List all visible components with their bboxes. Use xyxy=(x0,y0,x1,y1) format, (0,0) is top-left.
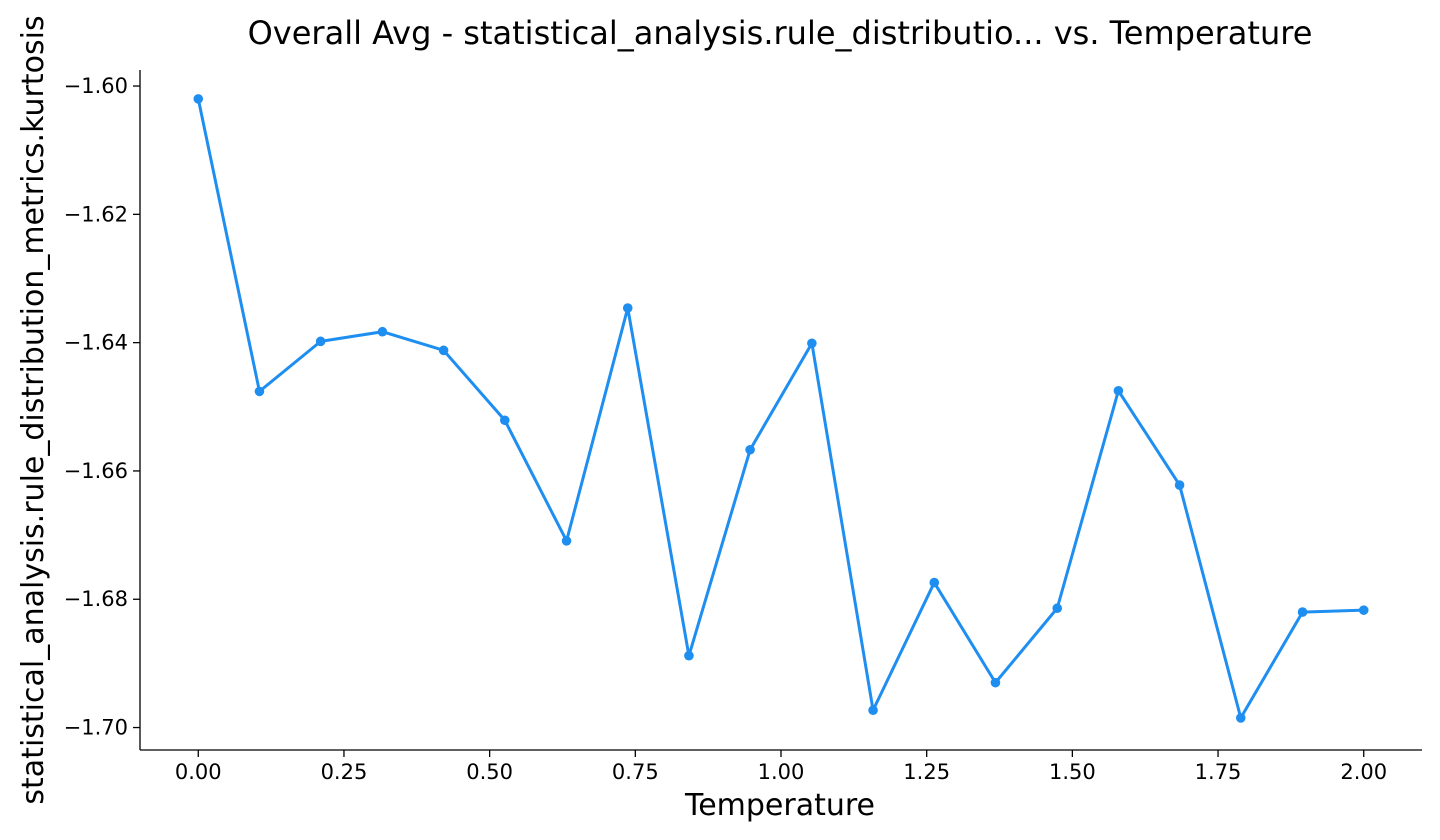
x-tick-label: 1.75 xyxy=(1195,760,1242,784)
data-point xyxy=(1297,607,1308,617)
data-point xyxy=(438,345,449,356)
data-point xyxy=(254,386,265,397)
data-point xyxy=(745,444,755,455)
y-tick-label: −1.70 xyxy=(64,716,128,740)
x-axis-ticks: 0.00 0.25 0.50 0.75 1.00 1.25 1.50 1.75 2.00 xyxy=(175,750,1387,784)
y-tick-label: −1.60 xyxy=(64,74,128,98)
data-point xyxy=(929,577,940,588)
series-layer xyxy=(193,94,1369,723)
y-tick-label: −1.64 xyxy=(64,331,128,355)
data-point xyxy=(990,677,1001,688)
x-tick-label: 1.00 xyxy=(758,760,805,784)
data-point xyxy=(684,650,694,661)
data-point xyxy=(1235,713,1246,723)
data-point xyxy=(561,536,572,546)
data-point xyxy=(868,705,878,716)
data-point xyxy=(622,303,633,313)
x-tick-label: 0.50 xyxy=(466,760,513,784)
x-tick-label: 0.75 xyxy=(612,760,659,784)
data-point xyxy=(1174,480,1185,490)
x-tick-label: 0.25 xyxy=(321,760,368,784)
data-point xyxy=(1358,605,1369,615)
x-tick-label: 1.50 xyxy=(1049,760,1096,784)
y-tick-label: −1.62 xyxy=(64,202,128,226)
data-point xyxy=(315,336,326,347)
data-point xyxy=(193,94,204,104)
x-tick-label: 2.00 xyxy=(1340,760,1387,784)
y-tick-label: −1.68 xyxy=(64,587,128,611)
y-tick-label: −1.66 xyxy=(64,459,128,483)
series-line xyxy=(196,97,1366,720)
data-point xyxy=(499,415,510,426)
y-axis-ticks: −1.60 −1.62 −1.64 −1.66 −1.68 −1.70 xyxy=(64,74,140,740)
data-point xyxy=(807,338,817,349)
y-axis-label: statistical_analysis.rule_distribution_m… xyxy=(16,15,51,804)
x-tick-label: 1.25 xyxy=(903,760,950,784)
x-tick-label: 0.00 xyxy=(175,760,222,784)
chart-title: Overall Avg - statistical_analysis.rule_… xyxy=(248,14,1313,52)
data-point xyxy=(1113,385,1124,396)
x-axis-label: Temperature xyxy=(684,788,875,823)
data-point xyxy=(1052,603,1063,614)
data-point xyxy=(377,326,388,337)
